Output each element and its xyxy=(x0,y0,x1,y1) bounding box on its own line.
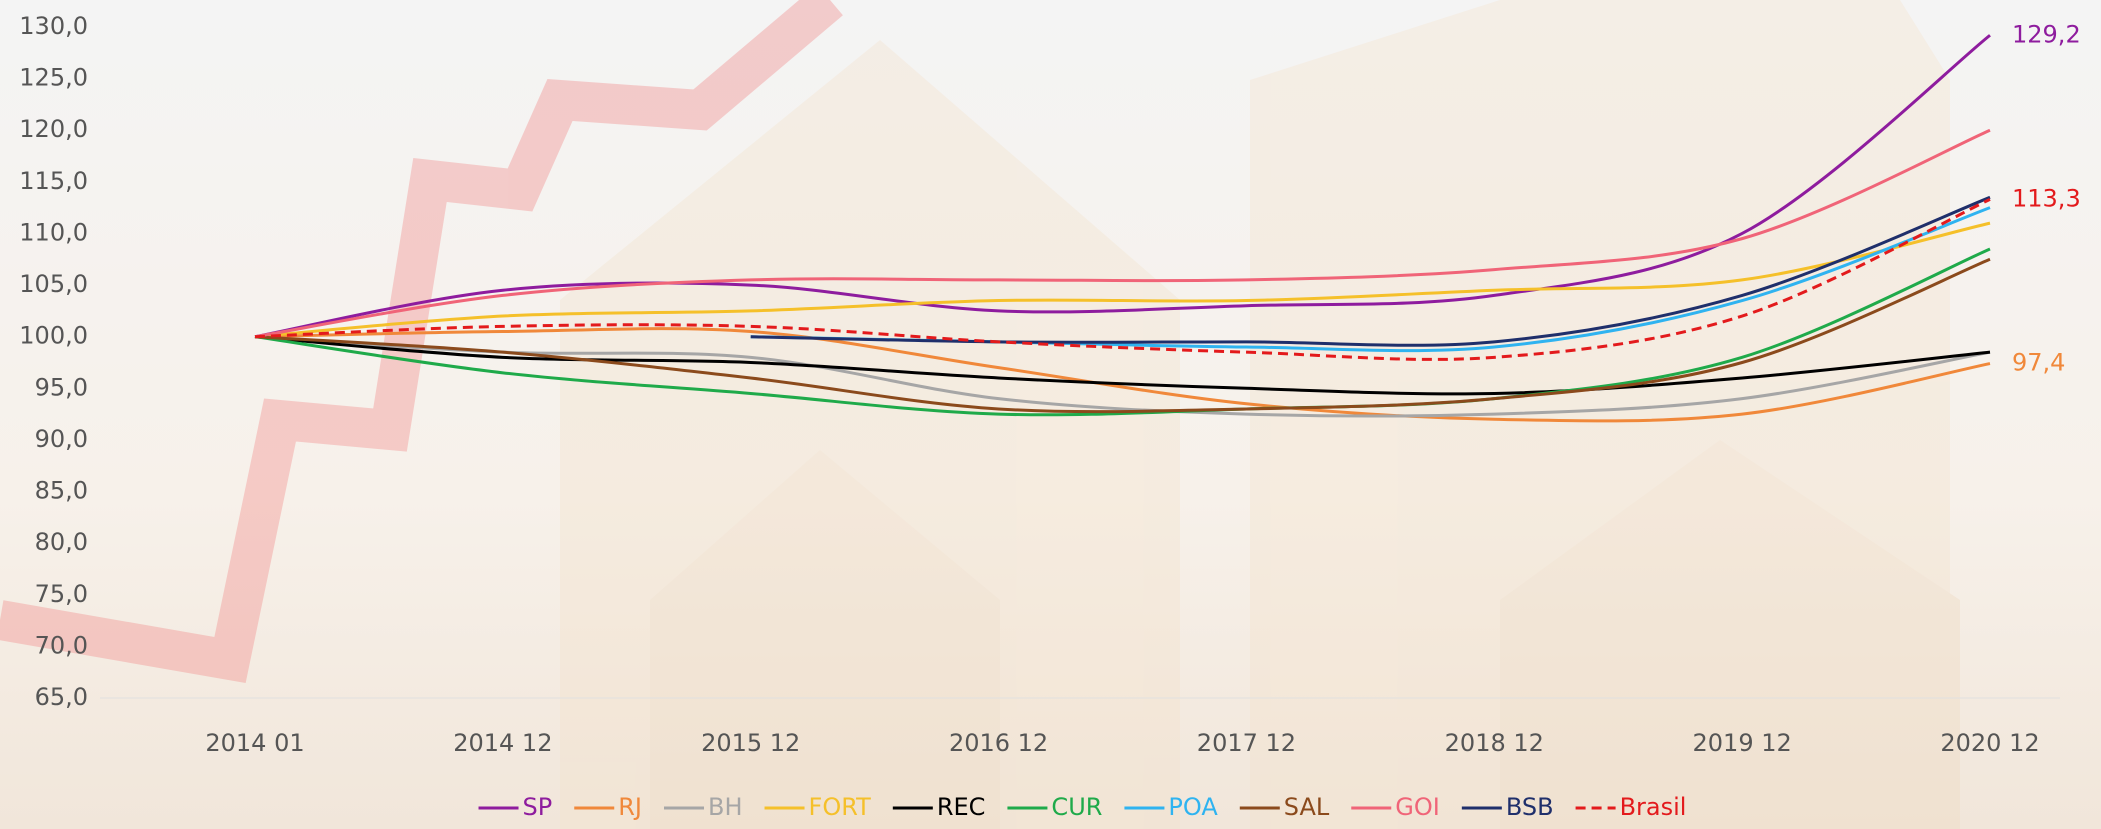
legend-label: CUR xyxy=(1051,793,1102,821)
x-tick-label: 2019 12 xyxy=(1693,729,1792,757)
y-tick-label: 100,0 xyxy=(19,322,88,350)
y-tick-label: 70,0 xyxy=(35,631,88,659)
legend-label: FORT xyxy=(809,793,872,821)
y-tick-label: 105,0 xyxy=(19,270,88,298)
y-tick-label: 115,0 xyxy=(19,167,88,195)
legend-label: POA xyxy=(1168,793,1218,821)
legend-label: BSB xyxy=(1506,793,1554,821)
x-tick-label: 2017 12 xyxy=(1197,729,1296,757)
y-tick-label: 80,0 xyxy=(35,528,88,556)
y-tick-label: 75,0 xyxy=(35,580,88,608)
value-label: 113,3 xyxy=(2012,184,2081,212)
legend-label: RJ xyxy=(618,793,642,821)
x-tick-label: 2014 01 xyxy=(205,729,304,757)
y-tick-label: 90,0 xyxy=(35,425,88,453)
y-tick-label: 120,0 xyxy=(19,115,88,143)
legend-label: Brasil xyxy=(1620,793,1687,821)
y-tick-label: 95,0 xyxy=(35,373,88,401)
y-tick-label: 130,0 xyxy=(19,12,88,40)
x-tick-label: 2020 12 xyxy=(1940,729,2039,757)
chart: 65,0 70,0 75,0 80,0 85,0 90,0 95,0 100,0 105,0 11… xyxy=(0,0,2101,829)
legend-label: GOI xyxy=(1395,793,1440,821)
x-tick-label: 2014 12 xyxy=(453,729,552,757)
legend-label: SAL xyxy=(1284,793,1330,821)
value-label: 129,2 xyxy=(2012,20,2081,48)
x-tick-label: 2018 12 xyxy=(1445,729,1544,757)
legend-label: BH xyxy=(708,793,743,821)
legend-label: SP xyxy=(523,793,553,821)
y-tick-label: 85,0 xyxy=(35,477,88,505)
y-tick-label: 110,0 xyxy=(19,218,88,246)
value-label: 97,4 xyxy=(2012,349,2065,377)
y-tick-label: 125,0 xyxy=(19,64,88,92)
y-tick-label: 65,0 xyxy=(35,683,88,711)
legend-label: REC xyxy=(937,793,986,821)
x-tick-label: 2015 12 xyxy=(701,729,800,757)
x-tick-label: 2016 12 xyxy=(949,729,1048,757)
